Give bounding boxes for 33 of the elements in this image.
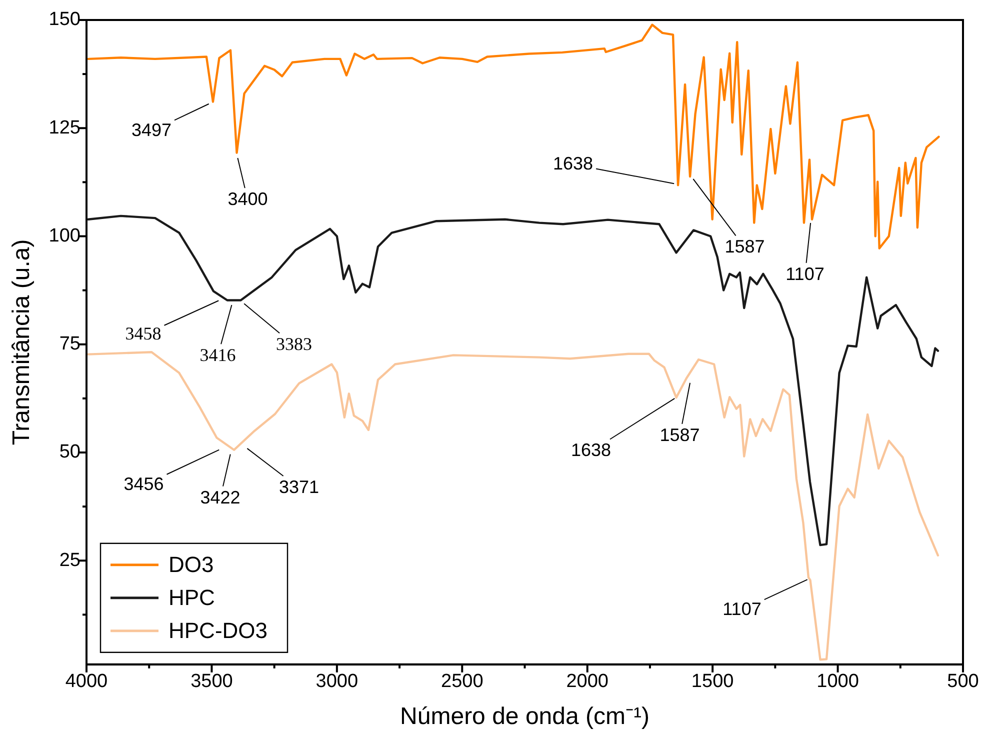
x-tick-label: 1500 xyxy=(691,671,734,692)
annotation: 1638 xyxy=(552,153,594,174)
annotation: 1587 xyxy=(660,424,700,445)
annotation: 3422 xyxy=(200,487,240,508)
legend-label: HPC xyxy=(168,584,216,610)
annotation: 3371 xyxy=(278,476,320,497)
x-tick-label: 3000 xyxy=(316,671,358,692)
y-axis-title: Transmitância (u.a) xyxy=(8,239,36,446)
annotation: 1638 xyxy=(570,440,612,460)
legend-label: HPC-DO3 xyxy=(168,618,268,643)
legend-label: DO3 xyxy=(168,552,214,577)
x-tick-label: 2000 xyxy=(566,671,608,692)
y-tick-label: 150 xyxy=(48,9,80,30)
annotation: 3400 xyxy=(228,189,268,210)
annotation: 3456 xyxy=(124,474,164,494)
y-tick-label: 50 xyxy=(59,442,80,463)
y-tick-label: 125 xyxy=(48,117,80,138)
annotation: 3383 xyxy=(276,334,312,354)
x-axis-title: Número de onda (cm⁻¹) xyxy=(400,703,650,730)
y-tick-label: 25 xyxy=(59,550,80,571)
annotation: 3458 xyxy=(125,324,162,344)
annotation: 1107 xyxy=(722,598,762,619)
x-tick-label: 500 xyxy=(947,671,979,692)
y-tick-label: 75 xyxy=(59,334,80,355)
x-tick-label: 2500 xyxy=(441,671,484,692)
annotation: 3416 xyxy=(200,344,236,365)
annotation: 1587 xyxy=(724,236,765,257)
x-tick-label: 1000 xyxy=(816,671,859,692)
annotation: 1107 xyxy=(786,264,824,284)
x-tick-label: 3500 xyxy=(190,671,233,692)
annotation: 3497 xyxy=(131,120,172,140)
x-tick-label: 4000 xyxy=(65,671,108,692)
y-tick-label: 100 xyxy=(48,225,80,246)
